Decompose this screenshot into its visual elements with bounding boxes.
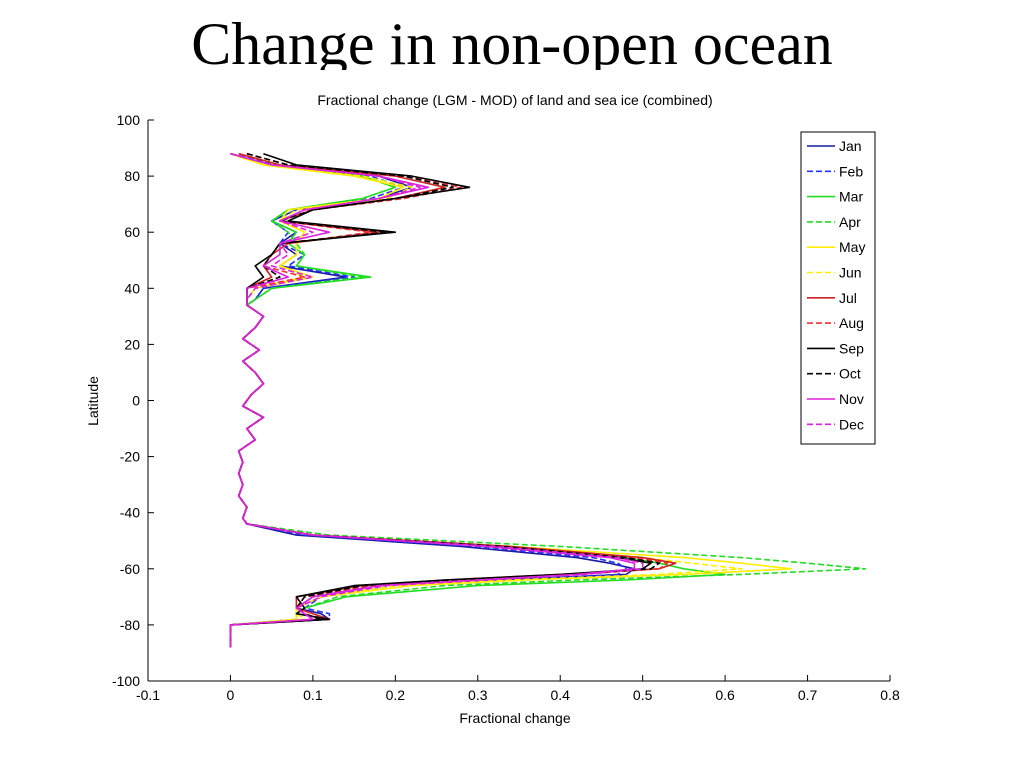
legend-label-jun: Jun (839, 265, 862, 281)
x-tick-label: 0.2 (386, 687, 406, 703)
series-line-apr (229, 152, 867, 648)
x-tick-label: 0.3 (468, 687, 488, 703)
chart-title: Fractional change (LGM - MOD) of land an… (317, 92, 712, 108)
plot-area (229, 152, 867, 648)
legend-label-jan: Jan (839, 138, 862, 154)
y-tick-label: 20 (124, 336, 140, 352)
y-tick-label: 100 (117, 112, 141, 128)
y-tick-label: -40 (120, 505, 140, 521)
y-tick-label: -80 (120, 617, 140, 633)
series-line-mar (229, 152, 726, 648)
x-tick-label: 0.7 (798, 687, 818, 703)
x-axis-label: Fractional change (459, 710, 571, 726)
legend-label-jul: Jul (839, 290, 857, 306)
x-tick-label: 0.4 (550, 687, 570, 703)
legend-label-mar: Mar (839, 189, 863, 205)
y-tick-label: 80 (124, 168, 140, 184)
axes: -0.1 0 0.1 0.2 0.3 0.4 0.5 0.6 0.7 0.8 100 80 60 40 20… (112, 112, 900, 703)
y-tick-label: 0 (132, 393, 140, 409)
x-tick-label: 0.8 (880, 687, 900, 703)
series-line-jul (229, 152, 677, 648)
legend-box (800, 131, 876, 445)
legend: Jan Feb Mar Apr May Jun Jul Aug Sep Oct Nov Dec (800, 131, 876, 445)
legend-label-aug: Aug (839, 315, 864, 331)
x-tick-label: 0 (227, 687, 235, 703)
series-line-may (229, 152, 792, 648)
y-axis-label: Latitude (85, 376, 101, 426)
x-tick-label: 0.1 (303, 687, 323, 703)
legend-label-apr: Apr (839, 214, 861, 230)
x-tick-label: -0.1 (136, 687, 160, 703)
legend-label-sep: Sep (839, 340, 864, 356)
series-line-dec (229, 152, 644, 648)
legend-label-feb: Feb (839, 163, 863, 179)
y-tick-label: -60 (120, 561, 140, 577)
y-tick-label: 60 (124, 224, 140, 240)
y-tick-label: -100 (112, 673, 140, 689)
legend-label-may: May (839, 239, 865, 255)
x-tick-label: 0.6 (715, 687, 735, 703)
x-tick-label: 0.5 (633, 687, 653, 703)
legend-label-nov: Nov (839, 391, 864, 407)
y-tick-label: -20 (120, 449, 140, 465)
y-tick-label: 40 (124, 280, 140, 296)
legend-label-oct: Oct (839, 366, 861, 382)
legend-label-dec: Dec (839, 416, 864, 432)
slide-title: Change in non-open ocean (191, 11, 833, 70)
